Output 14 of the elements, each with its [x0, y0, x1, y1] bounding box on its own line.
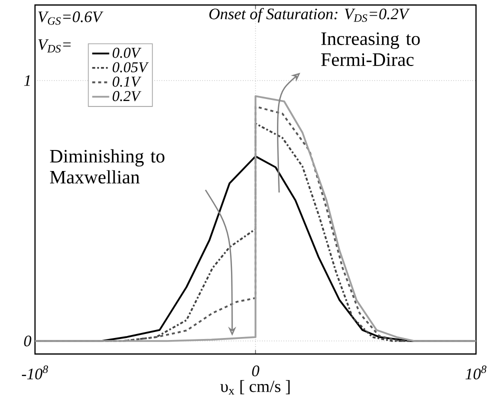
chart-title: Onset of Saturation: V$_{DS}$=0.2V: [209, 8, 410, 23]
legend-label: 0.1V: [112, 76, 142, 87]
x-tick-label: 0: [252, 366, 260, 376]
y-tick-label: 1: [24, 75, 30, 86]
x-axis-title: υ$_{x}$ [ cm/s ]: [220, 380, 290, 395]
annotation: Diminishing to Maxwellian: [50, 149, 164, 184]
legend-label: 0.05V: [112, 62, 149, 72]
annotation: V$_{GS}$=0.6V: [38, 11, 104, 25]
legend-label: 0.2V: [112, 91, 142, 102]
x-tick-label: -10$^{8}$: [22, 366, 48, 380]
x-tick-label: 10$^{8}$: [466, 366, 486, 380]
annotation: Increasing to Fermi-Dirac: [321, 32, 420, 66]
legend-label: 0.0V: [112, 48, 142, 58]
legend-title: V$_{DS}$=: [38, 39, 71, 52]
